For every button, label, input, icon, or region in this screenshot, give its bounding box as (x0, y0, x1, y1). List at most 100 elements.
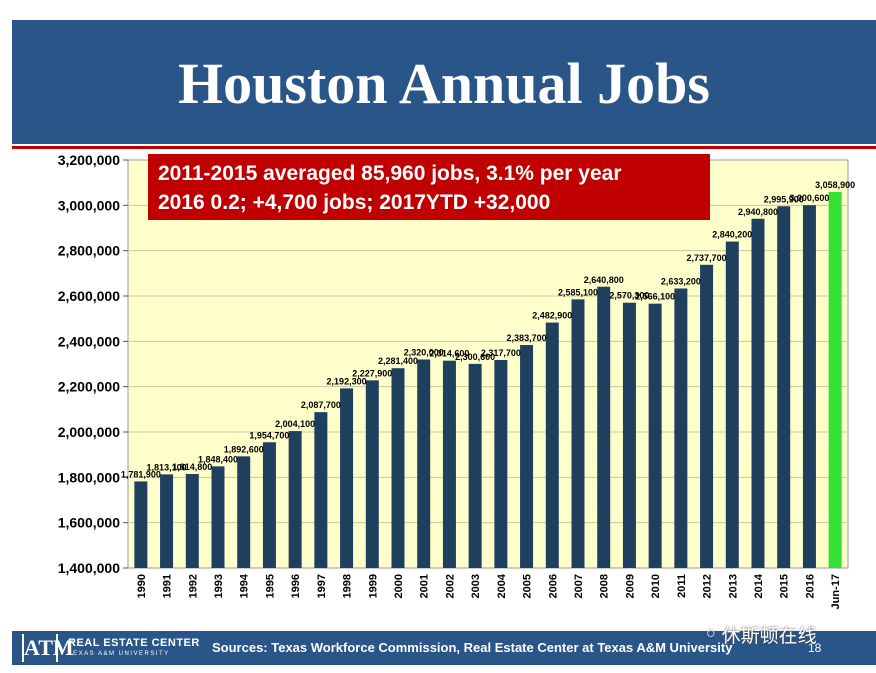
bar (468, 363, 482, 568)
data-label: 2,383,700 (507, 333, 547, 343)
bar (314, 412, 328, 568)
bar (571, 299, 585, 568)
data-label: 2,995,900 (764, 194, 804, 204)
data-label: 2,314,600 (429, 349, 469, 359)
data-label: 2,004,100 (275, 419, 315, 429)
y-tick-label: 3,200,000 (58, 152, 120, 168)
slide-title: Houston Annual Jobs (178, 51, 710, 116)
x-tick-label: 2003 (470, 574, 482, 598)
watermark: ○ 休斯顿在线 (706, 622, 817, 647)
bar (545, 322, 559, 568)
x-tick-label: 2014 (753, 573, 765, 598)
x-tick-label: 2012 (702, 574, 714, 598)
x-tick-label: 1991 (162, 574, 174, 598)
bar (340, 388, 354, 568)
x-tick-label: 2013 (727, 574, 739, 598)
bars (134, 191, 842, 568)
y-tick-label: 2,600,000 (58, 288, 120, 304)
callout-line-1: 2011-2015 averaged 85,960 jobs, 3.1% per… (158, 162, 622, 185)
bar (700, 264, 714, 568)
data-labels: 1,781,9001,813,1001,814,8001,848,4001,89… (121, 180, 855, 479)
data-label: 3,000,600 (789, 193, 829, 203)
bar (725, 241, 739, 568)
x-tick-label: 2008 (599, 574, 611, 598)
y-tick-label: 2,400,000 (58, 333, 120, 349)
x-tick-label: 2007 (573, 574, 585, 598)
bar (777, 206, 791, 568)
bar (365, 380, 379, 568)
data-label: 2,633,200 (661, 276, 701, 286)
x-tick-label: 1995 (264, 574, 276, 598)
wechat-icon: ○ (706, 625, 716, 642)
footer-sources: Sources: Texas Workforce Commission, Rea… (212, 640, 733, 655)
x-tick-label: 2002 (444, 574, 456, 598)
bar (648, 303, 662, 568)
data-label: 2,840,200 (712, 230, 752, 240)
y-tick-label: 2,800,000 (58, 243, 120, 259)
y-tick-label: 2,000,000 (58, 424, 120, 440)
data-label: 2,737,700 (687, 253, 727, 263)
x-tick-label: 1994 (239, 573, 251, 598)
bar (417, 359, 431, 568)
bar (597, 286, 611, 568)
data-label: 2,281,400 (378, 356, 418, 366)
page-number: 18 (808, 641, 822, 655)
x-tick-label: 2015 (779, 574, 791, 598)
x-tick-label: 2011 (676, 574, 688, 598)
bar (622, 302, 636, 568)
x-tick-label: 2001 (419, 574, 431, 598)
data-label: 2,087,700 (301, 400, 341, 410)
bar (520, 345, 534, 568)
callout-line-2: 2016 0.2; +4,700 jobs; 2017YTD +32,000 (158, 191, 551, 214)
data-label: 1,814,800 (172, 462, 212, 472)
x-tick-label: 2016 (804, 574, 816, 598)
bar (237, 456, 251, 568)
x-tick-label: 1999 (367, 574, 379, 598)
data-label: 2,566,100 (635, 292, 675, 302)
x-tick-label: 2004 (496, 573, 508, 598)
data-label: 2,585,100 (558, 287, 598, 297)
bar (211, 466, 225, 568)
bar (674, 288, 688, 568)
data-label: 1,781,900 (121, 469, 161, 479)
x-tick-label: 2000 (393, 574, 405, 598)
title-band: Houston Annual Jobs (12, 20, 876, 144)
x-tick-label: 1992 (187, 574, 199, 598)
bar (262, 442, 276, 568)
title-underline (12, 146, 876, 149)
x-tick-label: 1997 (316, 574, 328, 598)
x-tick-label: 2010 (650, 574, 662, 598)
data-label: 1,848,400 (198, 454, 238, 464)
bar (442, 360, 456, 568)
footer-org-subtitle: TEXAS A&M UNIVERSITY (68, 651, 170, 657)
bar (185, 473, 199, 568)
y-tick-label: 1,400,000 (58, 560, 120, 576)
data-label: 2,940,800 (738, 207, 778, 217)
bar (494, 359, 508, 568)
data-label: 2,227,900 (352, 368, 392, 378)
bar (751, 218, 765, 568)
data-label: 3,058,900 (815, 180, 855, 190)
y-tick-label: 3,000,000 (58, 197, 120, 213)
bar (288, 431, 302, 568)
data-label: 2,640,800 (584, 275, 624, 285)
bar (828, 191, 842, 568)
data-label: 1,954,700 (249, 430, 289, 440)
bar (391, 368, 405, 568)
summary-callout: 2011-2015 averaged 85,960 jobs, 3.1% per… (148, 154, 710, 220)
x-tick-label: 2005 (522, 574, 534, 598)
footer-org-name: REAL ESTATE CENTER (68, 637, 200, 649)
data-label: 1,813,100 (147, 462, 187, 472)
bar (160, 474, 174, 568)
x-tick-label: Jun-17 (830, 574, 842, 609)
watermark-text: 休斯顿在线 (721, 625, 817, 647)
x-tick-label: 1990 (136, 574, 148, 598)
data-label: 1,892,600 (224, 444, 264, 454)
y-axis-ticks: 1,400,000 1,600,000 1,800,000 2,000,000 2,20… (58, 152, 128, 576)
data-label: 2,317,700 (481, 348, 521, 358)
data-label: 2,320,000 (404, 347, 444, 357)
y-tick-label: 1,600,000 (58, 515, 120, 531)
plot-area (127, 159, 849, 569)
y-tick-label: 2,200,000 (58, 379, 120, 395)
